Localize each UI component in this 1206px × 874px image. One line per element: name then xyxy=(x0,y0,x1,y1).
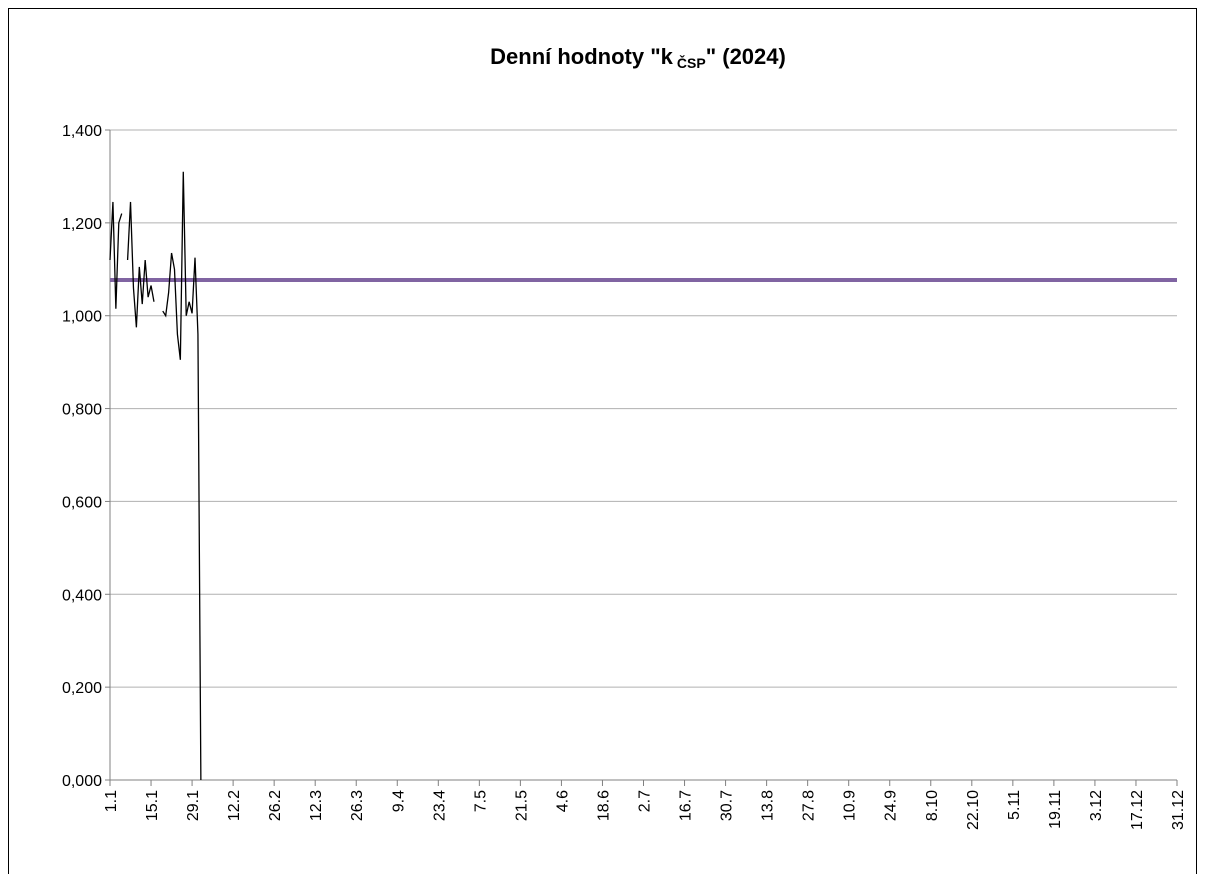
x-tick-label: 26.2 xyxy=(267,790,284,821)
title-main: Denní hodnoty "k xyxy=(490,44,674,69)
x-tick-label: 2.7 xyxy=(637,790,654,812)
title-suffix: " (2024) xyxy=(706,44,786,69)
y-tick-label: 1,400 xyxy=(62,123,102,140)
x-tick-label: 26.3 xyxy=(349,790,366,821)
x-tick-label: 30.7 xyxy=(719,790,736,821)
x-tick-label: 29.1 xyxy=(185,790,202,821)
x-tick-label: 16.7 xyxy=(678,790,695,821)
x-tick-label: 3.12 xyxy=(1088,790,1105,821)
y-tick-label: 1,000 xyxy=(62,309,102,326)
x-tick-label: 17.12 xyxy=(1129,790,1146,830)
data-line xyxy=(109,171,202,781)
x-tick-label: 27.8 xyxy=(801,790,818,821)
x-tick-label: 22.10 xyxy=(965,790,982,830)
x-tick-label: 19.11 xyxy=(1047,790,1064,829)
x-tick-label: 9.4 xyxy=(390,790,407,812)
x-tick-label: 18.6 xyxy=(595,790,612,821)
chart-title: Denní hodnoty "k ČSP" (2024) xyxy=(490,44,786,71)
x-tick-label: 31.12 xyxy=(1170,790,1187,830)
y-tick-label: 1,200 xyxy=(62,216,102,233)
x-tick-label: 12.3 xyxy=(308,790,325,821)
x-tick-label: 13.8 xyxy=(760,790,777,821)
y-tick-label: 0,200 xyxy=(62,680,102,697)
x-tick-label: 12.2 xyxy=(226,790,243,821)
x-tick-label: 4.6 xyxy=(554,790,571,812)
x-tick-label: 5.11 xyxy=(1006,790,1023,820)
y-tick-label: 0,600 xyxy=(62,494,102,511)
x-tick-label: 15.1 xyxy=(144,790,161,821)
x-tick-label: 21.5 xyxy=(513,790,530,821)
x-tick-label: 7.5 xyxy=(472,790,489,812)
y-tick-label: 0,400 xyxy=(62,587,102,604)
chart-border xyxy=(8,8,1197,874)
x-tick-label: 8.10 xyxy=(924,790,941,821)
y-tick-label: 0,800 xyxy=(62,402,102,419)
title-subscript: ČSP xyxy=(677,54,706,71)
x-tick-label: 1.1 xyxy=(103,790,120,812)
x-tick-label: 10.9 xyxy=(842,790,859,821)
y-tick-label: 0,000 xyxy=(62,773,102,790)
x-tick-label: 24.9 xyxy=(883,790,900,821)
x-tick-label: 23.4 xyxy=(431,790,448,821)
